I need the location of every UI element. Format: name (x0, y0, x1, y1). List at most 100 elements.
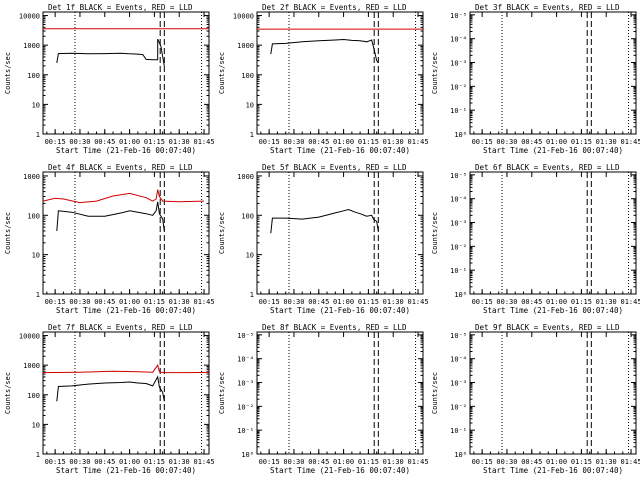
x-tick-label: 01:45 (407, 458, 428, 466)
x-axis-label: Start Time (21-Feb-16 00:07:40) (483, 146, 623, 155)
x-tick-label: 00:30 (283, 298, 304, 306)
y-tick-label: 1000 (237, 42, 254, 50)
x-tick-label: 01:30 (596, 138, 617, 146)
detector-panel: Det 7f BLACK = Events, RED = LLD 1 10 100 10… (4, 323, 215, 475)
x-tick-label: 00:30 (69, 458, 90, 466)
y-tick-label: 10⁻⁵ (450, 332, 467, 340)
y-tick-label: 100 (27, 392, 40, 400)
panel-title: Det 9f BLACK = Events, RED = LLD (475, 323, 620, 332)
y-axis-label: Counts/sec (4, 52, 12, 94)
x-tick-label: 01:30 (596, 458, 617, 466)
y-tick-label: 10⁻⁴ (450, 356, 467, 364)
x-tick-label: 00:45 (94, 298, 115, 306)
y-tick-label: 10⁻¹ (450, 427, 467, 435)
plot-frame (42, 331, 210, 455)
plot-frame (42, 171, 210, 295)
detector-panel: Det 2f BLACK = Events, RED = LLD 1 10 100 10… (218, 3, 429, 155)
y-tick-label: 100 (27, 212, 40, 220)
x-tick-label: 00:45 (308, 298, 329, 306)
detector-panel: Det 9f BLACK = Events, RED = LLD 10⁰ 10⁻¹ 1… (431, 323, 640, 475)
y-tick-label: 1 (36, 131, 40, 139)
y-tick-label: 1000 (23, 173, 40, 181)
x-tick-label: 00:45 (521, 138, 542, 146)
y-axis-label: Counts/sec (431, 372, 439, 414)
x-tick-label: 01:45 (193, 458, 214, 466)
y-axis-label: Counts/sec (218, 212, 226, 254)
y-tick-label: 10⁻¹ (450, 107, 467, 115)
x-tick-label: 01:00 (333, 138, 354, 146)
y-tick-label: 1000 (23, 362, 40, 370)
x-tick-label: 01:45 (193, 138, 214, 146)
y-tick-label: 100 (241, 212, 254, 220)
x-axis-label: Start Time (21-Feb-16 00:07:40) (483, 306, 623, 315)
y-tick-label: 10⁻¹ (237, 427, 254, 435)
y-tick-label: 1 (36, 291, 40, 299)
y-axis-label: Counts/sec (218, 372, 226, 414)
y-tick-label: 10⁻³ (237, 380, 254, 388)
y-tick-label: 100 (27, 72, 40, 80)
x-tick-label: 00:30 (283, 138, 304, 146)
x-tick-label: 01:15 (571, 458, 592, 466)
x-tick-label: 00:15 (45, 138, 66, 146)
y-tick-label: 10⁻² (237, 403, 254, 411)
x-tick-label: 01:15 (358, 298, 379, 306)
y-tick-label: 10⁻⁴ (450, 36, 467, 44)
y-tick-label: 10⁰ (454, 131, 467, 139)
y-axis-label: Counts/sec (4, 372, 12, 414)
y-tick-label: 10⁻⁵ (450, 172, 467, 180)
x-tick-label: 01:00 (546, 138, 567, 146)
x-tick-label: 01:30 (169, 298, 190, 306)
y-axis-label: Counts/sec (431, 212, 439, 254)
y-tick-label: 10⁻² (450, 83, 467, 91)
x-tick-label: 00:15 (259, 138, 280, 146)
x-tick-label: 00:15 (259, 458, 280, 466)
y-tick-label: 10000 (19, 13, 40, 21)
x-tick-label: 01:45 (620, 458, 640, 466)
y-tick-label: 10⁻⁵ (450, 12, 467, 20)
panel-title: Det 8f BLACK = Events, RED = LLD (262, 323, 407, 332)
y-tick-label: 10⁻¹ (450, 267, 467, 275)
panel-title: Det 2f BLACK = Events, RED = LLD (262, 3, 407, 12)
y-tick-label: 10⁰ (241, 451, 254, 459)
lld-series-line (42, 364, 210, 374)
events-series-line (56, 38, 165, 66)
plot-frame (256, 331, 424, 455)
y-tick-label: 1000 (237, 173, 254, 181)
plot-frame (469, 171, 637, 295)
x-tick-label: 01:15 (358, 138, 379, 146)
y-tick-label: 10 (32, 252, 40, 260)
y-tick-label: 10⁰ (454, 451, 467, 459)
x-tick-label: 00:15 (472, 138, 493, 146)
x-tick-label: 01:15 (571, 298, 592, 306)
y-tick-label: 10000 (19, 333, 40, 341)
y-tick-label: 10 (246, 252, 254, 260)
x-axis-label: Start Time (21-Feb-16 00:07:40) (270, 146, 410, 155)
plot-frame (469, 11, 637, 135)
y-axis-label: Counts/sec (4, 212, 12, 254)
plot-frame (42, 11, 210, 135)
x-tick-label: 00:45 (521, 458, 542, 466)
x-tick-label: 01:00 (333, 458, 354, 466)
x-tick-label: 01:00 (119, 138, 140, 146)
x-tick-label: 01:30 (169, 458, 190, 466)
plot-frame (256, 11, 424, 135)
y-tick-label: 10⁻⁵ (237, 332, 254, 340)
x-tick-label: 00:45 (308, 458, 329, 466)
x-tick-label: 00:30 (496, 138, 517, 146)
detector-panel: Det 8f BLACK = Events, RED = LLD 10⁰ 10⁻¹ 1… (218, 323, 429, 475)
x-tick-label: 00:15 (472, 298, 493, 306)
y-tick-label: 10⁻² (450, 243, 467, 251)
events-series-line (270, 208, 379, 234)
x-tick-label: 00:30 (283, 458, 304, 466)
x-axis-label: Start Time (21-Feb-16 00:07:40) (56, 306, 196, 315)
x-tick-label: 00:30 (496, 298, 517, 306)
x-tick-label: 01:45 (407, 138, 428, 146)
x-tick-label: 01:00 (119, 298, 140, 306)
x-tick-label: 01:15 (571, 138, 592, 146)
y-tick-label: 1 (250, 291, 254, 299)
y-tick-label: 10⁻³ (450, 380, 467, 388)
x-tick-label: 00:15 (472, 458, 493, 466)
x-axis-label: Start Time (21-Feb-16 00:07:40) (270, 466, 410, 475)
y-tick-label: 10⁻⁴ (450, 196, 467, 204)
